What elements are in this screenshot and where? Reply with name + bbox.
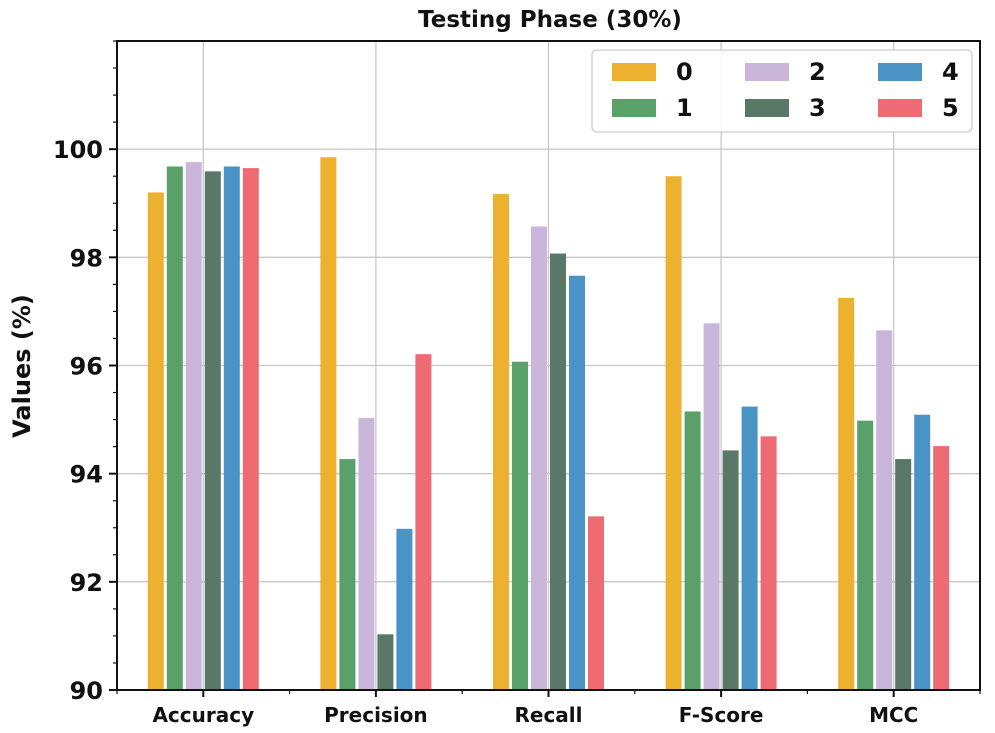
bar-mcc-series-3 [895, 459, 912, 690]
bar-precision-series-4 [396, 528, 413, 690]
y-tick-label: 96 [70, 353, 103, 381]
y-tick-label: 90 [70, 677, 103, 705]
y-tick-label: 94 [70, 461, 103, 489]
grid-lines [117, 41, 980, 691]
y-axis-label: Values (%) [8, 294, 36, 438]
legend-label-1: 1 [676, 94, 693, 122]
legend-label-3: 3 [809, 94, 826, 122]
bar-precision-series-5 [415, 354, 432, 690]
x-tick-label: MCC [869, 703, 918, 727]
legend-swatch-2 [745, 63, 789, 81]
x-tick-label: Precision [324, 703, 428, 727]
chart-title: Testing Phase (30%) [418, 7, 682, 33]
bar-accuracy-series-0 [147, 192, 164, 690]
bar-mcc-series-1 [857, 420, 874, 690]
bar-accuracy-series-5 [242, 168, 259, 691]
bar-recall-series-3 [550, 253, 566, 691]
bar-accuracy-series-3 [204, 171, 221, 691]
bar-fscore-series-0 [665, 176, 682, 691]
legend-swatch-5 [878, 99, 922, 117]
legend-label-2: 2 [809, 58, 826, 86]
bar-fscore-series-4 [741, 406, 758, 690]
bar-fscore-series-2 [703, 323, 720, 690]
axes: 90 92 94 96 98 100 Accuracy Precision Recall F-Sc… [53, 40, 981, 727]
legend-swatch-3 [745, 99, 789, 117]
bar-fscore-series-5 [760, 436, 777, 690]
x-tick-label: F-Score [679, 703, 764, 727]
x-tick-label: Recall [514, 703, 582, 727]
bar-recall-series-5 [588, 516, 604, 690]
bar-fscore-series-1 [684, 411, 701, 690]
bar-precision-series-0 [320, 157, 337, 690]
bar-accuracy-series-4 [223, 166, 240, 690]
bar-mcc-series-5 [933, 446, 950, 690]
legend-label-4: 4 [942, 58, 959, 86]
bar-mcc-series-2 [876, 330, 893, 690]
legend-swatch-1 [612, 99, 656, 117]
bar-recall-series-2 [531, 226, 547, 690]
legend-label-5: 5 [942, 94, 959, 122]
bar-accuracy-series-2 [185, 162, 202, 690]
legend-swatch-0 [612, 63, 656, 81]
y-tick-label: 98 [70, 244, 103, 272]
legend-label-0: 0 [676, 58, 693, 86]
legend-box [591, 49, 973, 133]
bar-mcc-series-0 [838, 297, 855, 690]
bar-precision-series-1 [339, 459, 356, 690]
bar-precision-series-2 [358, 417, 375, 690]
bar-recall-series-1 [512, 361, 528, 690]
bar-fscore-series-3 [722, 450, 739, 690]
bars [147, 157, 950, 691]
bar-mcc-series-4 [914, 414, 931, 690]
y-tick-label: 92 [70, 569, 103, 597]
x-tick-label: Accuracy [152, 703, 254, 727]
legend-swatch-4 [878, 63, 922, 81]
y-tick-label: 100 [53, 136, 103, 164]
bar-precision-series-3 [377, 634, 394, 690]
bar-accuracy-series-1 [166, 166, 183, 690]
bar-recall-series-4 [569, 275, 585, 690]
bar-recall-series-0 [493, 194, 509, 690]
legend: 0 1 2 3 4 5 [591, 49, 973, 133]
